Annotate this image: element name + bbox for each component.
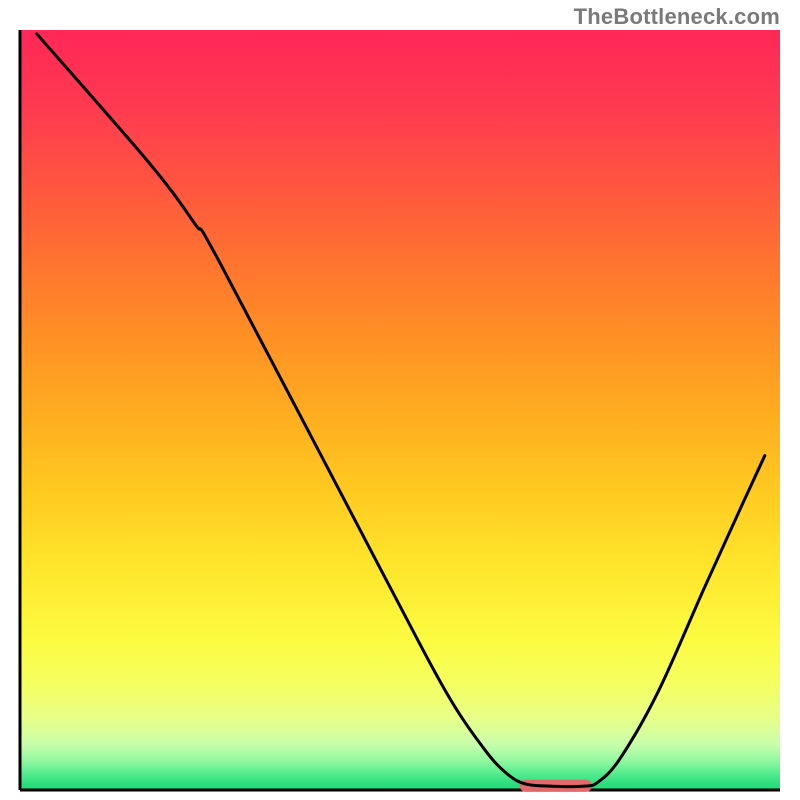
bottleneck-chart <box>0 0 800 800</box>
watermark-text: TheBottleneck.com <box>574 4 780 30</box>
